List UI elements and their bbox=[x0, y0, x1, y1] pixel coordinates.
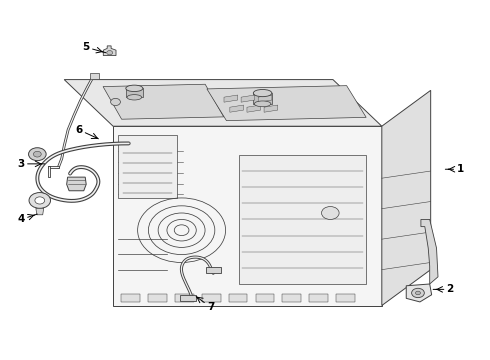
Polygon shape bbox=[64, 80, 382, 126]
Text: 1: 1 bbox=[445, 164, 464, 174]
Circle shape bbox=[111, 98, 121, 105]
Bar bbox=[336, 294, 355, 302]
Circle shape bbox=[107, 50, 113, 55]
Text: 5: 5 bbox=[83, 42, 106, 53]
Bar bbox=[255, 294, 274, 302]
Bar bbox=[90, 73, 99, 79]
Ellipse shape bbox=[127, 95, 142, 100]
Ellipse shape bbox=[253, 90, 272, 96]
Polygon shape bbox=[258, 95, 272, 102]
Bar bbox=[202, 294, 220, 302]
Polygon shape bbox=[126, 88, 143, 97]
Text: 7: 7 bbox=[196, 297, 215, 312]
Circle shape bbox=[416, 291, 420, 295]
Polygon shape bbox=[180, 295, 196, 301]
Polygon shape bbox=[36, 208, 44, 215]
Polygon shape bbox=[406, 284, 432, 302]
Polygon shape bbox=[206, 267, 221, 273]
Polygon shape bbox=[253, 93, 272, 104]
Polygon shape bbox=[421, 220, 438, 284]
Polygon shape bbox=[103, 46, 116, 55]
Bar bbox=[229, 294, 247, 302]
Polygon shape bbox=[103, 84, 224, 119]
Bar bbox=[282, 294, 301, 302]
Polygon shape bbox=[67, 177, 86, 191]
Bar bbox=[240, 155, 366, 284]
Text: 3: 3 bbox=[18, 159, 45, 169]
Polygon shape bbox=[241, 95, 255, 102]
Bar bbox=[148, 294, 167, 302]
Circle shape bbox=[28, 148, 46, 161]
Bar bbox=[118, 135, 177, 198]
Circle shape bbox=[321, 207, 339, 220]
Polygon shape bbox=[382, 90, 431, 306]
Ellipse shape bbox=[126, 85, 143, 91]
Polygon shape bbox=[207, 86, 366, 121]
Circle shape bbox=[29, 193, 50, 208]
Text: 6: 6 bbox=[75, 125, 98, 139]
Circle shape bbox=[35, 197, 45, 204]
Ellipse shape bbox=[254, 101, 271, 107]
Bar bbox=[309, 294, 328, 302]
Polygon shape bbox=[264, 105, 278, 112]
Text: 4: 4 bbox=[18, 214, 37, 224]
Bar bbox=[121, 294, 140, 302]
Bar bbox=[175, 294, 194, 302]
Circle shape bbox=[33, 151, 41, 157]
Circle shape bbox=[412, 288, 424, 298]
Polygon shape bbox=[113, 126, 382, 306]
Polygon shape bbox=[224, 95, 238, 102]
Polygon shape bbox=[230, 105, 244, 112]
Text: 2: 2 bbox=[433, 284, 454, 294]
Polygon shape bbox=[247, 105, 261, 112]
